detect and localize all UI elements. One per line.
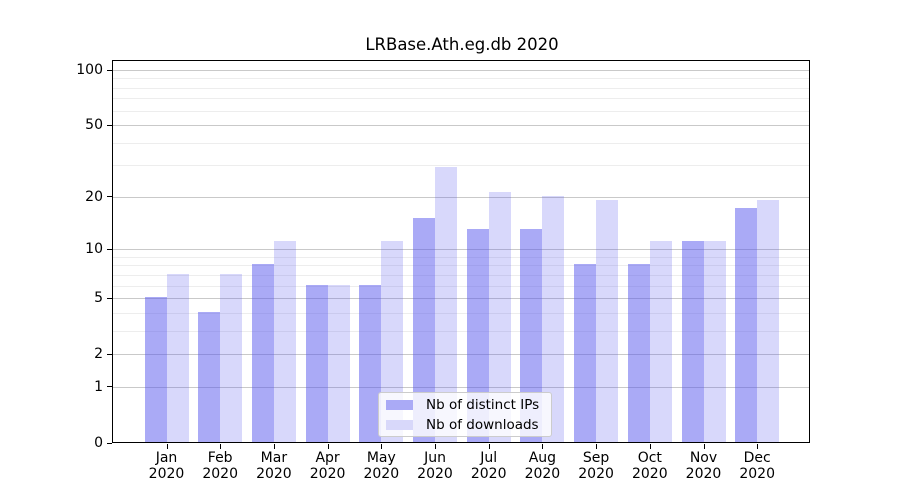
x-tick-label-apr: Apr 2020 [309, 450, 346, 482]
x-tick-label-sep: Sep 2020 [578, 450, 614, 482]
x-tick-label-aug: Aug 2020 [524, 450, 561, 482]
legend-item-distinct-ips: Nb of distinct IPs [386, 397, 543, 413]
bar-downloads-jul [488, 192, 511, 442]
bar-downloads-dec [757, 199, 780, 442]
y-tick-label-100: 100 [76, 62, 103, 78]
y-tick-50 [107, 124, 112, 126]
bar-distinct-ips-jun [413, 217, 435, 442]
minor-gridline-3 [113, 330, 809, 332]
x-tick-may [381, 444, 383, 449]
bar-downloads-nov [703, 241, 726, 442]
y-tick-20 [107, 196, 112, 198]
bar-downloads-apr [327, 284, 350, 442]
bar-downloads-mar [273, 241, 296, 442]
bar-distinct-ips-may [359, 284, 382, 442]
legend-label-distinct-ips: Nb of distinct IPs [426, 396, 540, 413]
y-tick-label-20: 20 [85, 188, 103, 205]
bar-downloads-aug [542, 195, 565, 442]
minor-gridline-90 [113, 78, 809, 80]
x-tick-label-nov: Nov 2020 [685, 450, 722, 482]
major-gridline-10 [113, 249, 809, 251]
x-tick-label-mar: Mar 2020 [256, 450, 292, 482]
bar-downloads-sep [596, 199, 619, 442]
x-tick-feb [220, 444, 222, 449]
bar-distinct-ips-oct [627, 264, 650, 442]
minor-gridline-70 [113, 98, 809, 100]
y-tick-label-50: 50 [85, 117, 103, 134]
x-tick-dec [757, 444, 759, 449]
minor-gridline-80 [113, 87, 809, 89]
bar-distinct-ips-sep [574, 264, 597, 442]
x-tick-apr [327, 444, 329, 449]
y-tick-10 [107, 248, 112, 250]
x-tick-aug [542, 444, 544, 449]
bar-distinct-ips-mar [251, 264, 274, 442]
major-gridline-5 [113, 298, 809, 300]
major-gridline-2 [113, 354, 809, 356]
minor-gridline-4 [113, 312, 809, 314]
x-tick-label-dec: Dec 2020 [739, 450, 775, 482]
bar-distinct-ips-feb [198, 311, 221, 442]
y-tick-2 [107, 353, 112, 355]
x-tick-jul [488, 444, 490, 449]
y-tick-1 [107, 386, 112, 388]
y-tick-100 [107, 69, 112, 71]
minor-gridline-8 [113, 265, 809, 267]
x-tick-label-oct: Oct 2020 [631, 450, 668, 482]
major-gridline-100 [113, 70, 809, 71]
bar-downloads-jan [166, 273, 189, 442]
minor-gridline-40 [113, 142, 809, 144]
x-tick-jan [166, 444, 168, 449]
minor-gridline-6 [113, 285, 809, 287]
minor-gridline-9 [113, 256, 809, 258]
bar-downloads-oct [649, 241, 672, 442]
minor-gridline-30 [113, 165, 809, 167]
x-tick-label-jul: Jul 2020 [470, 450, 507, 482]
legend-item-downloads: Nb of downloads [386, 417, 543, 433]
legend: Nb of distinct IPs Nb of downloads [378, 392, 552, 437]
bar-distinct-ips-jan [144, 297, 167, 442]
x-tick-label-may: May 2020 [363, 450, 400, 482]
major-gridline-20 [113, 196, 809, 198]
legend-swatch-downloads [386, 419, 413, 430]
y-tick-label-2: 2 [94, 346, 103, 363]
major-gridline-1 [113, 386, 809, 388]
legend-swatch-distinct-ips [386, 399, 413, 410]
x-tick-label-jun: Jun 2020 [417, 450, 453, 482]
y-tick-label-5: 5 [94, 290, 103, 307]
bar-downloads-jun [435, 167, 457, 442]
x-tick-oct [649, 444, 651, 449]
minor-gridline-7 [113, 274, 809, 276]
legend-label-downloads: Nb of downloads [426, 416, 539, 433]
bar-distinct-ips-jul [466, 228, 489, 442]
minor-gridline-60 [113, 110, 809, 112]
bar-downloads-feb [220, 273, 243, 442]
y-tick-0 [107, 442, 112, 444]
bar-distinct-ips-apr [305, 284, 328, 442]
major-gridline-50 [113, 125, 809, 127]
x-tick-label-jan: Jan 2020 [148, 450, 185, 482]
chart-title: LRBase.Ath.eg.db 2020 [365, 35, 559, 54]
y-tick-label-0: 0 [94, 435, 103, 451]
bar-downloads-may [381, 241, 404, 442]
bar-distinct-ips-nov [681, 241, 704, 442]
y-tick-label-1: 1 [94, 378, 103, 395]
y-tick-5 [107, 297, 112, 299]
plot-area: Nb of distinct IPs Nb of downloads [112, 60, 810, 443]
x-tick-jun [435, 444, 436, 449]
y-tick-label-10: 10 [85, 241, 103, 258]
x-tick-nov [703, 444, 705, 449]
x-tick-mar [273, 444, 275, 449]
x-tick-label-feb: Feb 2020 [202, 450, 238, 482]
x-tick-sep [596, 444, 598, 449]
bar-distinct-ips-dec [735, 208, 758, 442]
bar-distinct-ips-aug [520, 228, 543, 442]
